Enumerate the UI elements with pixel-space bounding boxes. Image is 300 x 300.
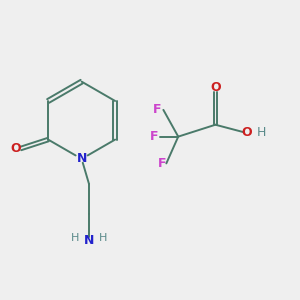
Text: F: F bbox=[158, 157, 166, 170]
Text: N: N bbox=[84, 234, 94, 247]
Text: H: H bbox=[99, 233, 107, 243]
Text: O: O bbox=[10, 142, 21, 155]
Text: O: O bbox=[241, 126, 252, 139]
Text: O: O bbox=[210, 81, 221, 94]
Text: H: H bbox=[70, 233, 79, 243]
Text: N: N bbox=[76, 152, 87, 165]
Text: F: F bbox=[150, 130, 158, 143]
Text: F: F bbox=[153, 103, 161, 116]
Text: H: H bbox=[257, 126, 266, 139]
